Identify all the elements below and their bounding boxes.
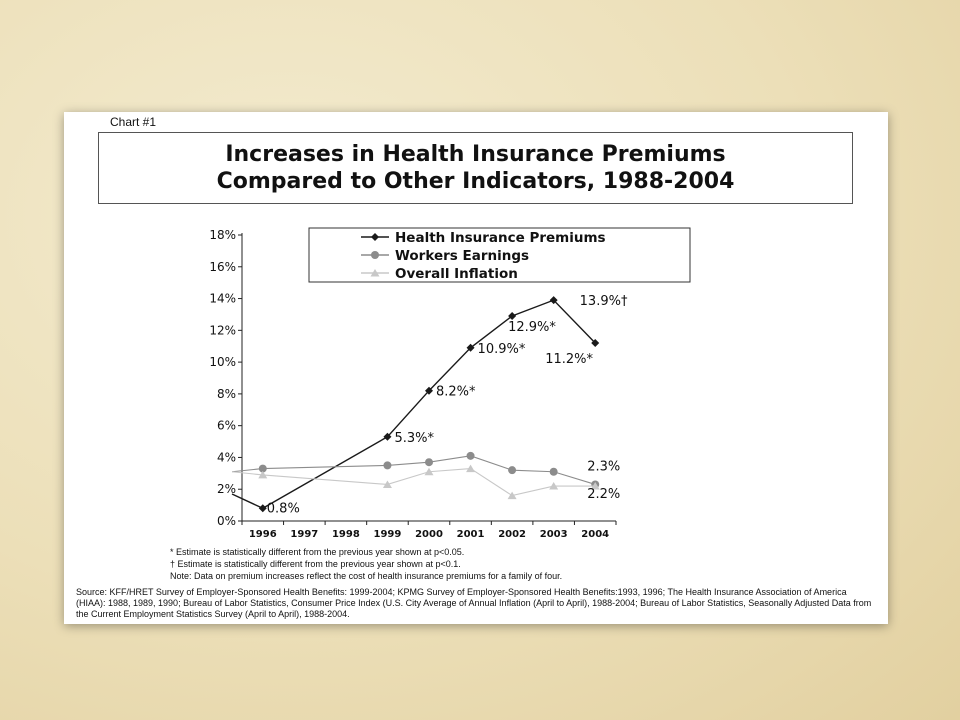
data-label: 12.9%* — [508, 320, 556, 335]
footnote-note: Note: Data on premium increases reflect … — [170, 571, 563, 581]
legend-entry: Health Insurance Premiums — [395, 230, 606, 246]
x-tick-label: 2000 — [415, 529, 443, 540]
data-point-circle — [466, 451, 475, 460]
series-line-triangle — [231, 468, 596, 497]
legend-marker-circle — [371, 251, 379, 259]
data-label: 5.3%* — [394, 431, 434, 446]
data-point-diamond — [466, 343, 475, 352]
x-tick-label: 2002 — [498, 529, 526, 540]
data-point-diamond — [591, 339, 600, 348]
chart-title-line-1: Increases in Health Insurance Premiums — [225, 142, 726, 167]
data-point-triangle — [507, 491, 517, 500]
y-tick-label: 6% — [217, 419, 236, 433]
data-label: 0.8% — [267, 501, 300, 516]
x-tick-label: 1997 — [290, 529, 318, 540]
legend-entry: Overall Inflation — [395, 266, 518, 282]
data-point-diamond — [425, 386, 433, 395]
data-label: 8.2%* — [436, 385, 476, 400]
slide-card: Chart #1 Increases in Health Insurance P… — [64, 112, 888, 624]
legend-marker-triangle — [370, 269, 380, 277]
chart-title-line-2: Compared to Other Indicators, 1988-2004 — [216, 169, 735, 194]
data-point-triangle — [590, 482, 600, 490]
y-tick-label: 16% — [209, 260, 236, 274]
data-point-triangle — [549, 482, 559, 490]
series-line-diamond — [231, 299, 596, 510]
series-line-circle — [231, 455, 596, 485]
y-tick-label: 2% — [217, 482, 236, 496]
x-tick-label: 1998 — [332, 529, 360, 540]
y-tick-label: 8% — [217, 387, 236, 401]
data-label: 2.3% — [587, 459, 620, 474]
line-chart: 0% 2% 4% 6% 8% 10% 12% 14% 16% 18% 1996 1997 1998 199… — [209, 227, 691, 540]
data-point-diamond — [549, 296, 558, 305]
chart-number-label: Chart #1 — [110, 115, 157, 129]
x-tick-label: 1996 — [249, 529, 277, 540]
data-label: 13.9%† — [580, 294, 628, 309]
y-tick-label: 0% — [217, 514, 236, 528]
data-point-circle — [258, 464, 267, 473]
data-label: 11.2%* — [545, 352, 593, 367]
source-text: Source: KFF/HRET Survey of Employer-Spon… — [76, 587, 872, 619]
data-point-circle — [425, 458, 433, 467]
data-point-circle — [549, 467, 558, 476]
title-box: Increases in Health Insurance Premiums C… — [98, 132, 853, 204]
x-tick-label: 2004 — [581, 529, 609, 540]
data-point-diamond — [508, 312, 517, 321]
data-label: 2.2% — [587, 487, 620, 502]
data-point-circle — [383, 461, 392, 470]
legend-marker-diamond — [371, 233, 379, 241]
y-tick-label: 12% — [209, 323, 236, 337]
data-point-triangle — [466, 464, 476, 473]
legend-entry: Workers Earnings — [395, 248, 529, 264]
data-point-triangle — [382, 480, 392, 488]
footnote-p005: * Estimate is statistically different fr… — [170, 547, 465, 557]
footnotes: * Estimate is statistically different fr… — [170, 546, 562, 582]
x-tick-label: 2001 — [457, 529, 485, 540]
data-point-circle — [508, 466, 517, 475]
data-point-triangle — [424, 467, 434, 476]
footnote-p01: † Estimate is statistically different fr… — [170, 559, 461, 569]
data-point-diamond — [383, 432, 392, 441]
y-tick-label: 14% — [209, 292, 236, 306]
x-tick-label: 1999 — [374, 529, 402, 540]
y-tick-label: 10% — [209, 355, 236, 369]
data-label: 10.9%* — [478, 342, 526, 357]
y-tick-label: 18% — [209, 228, 236, 242]
data-point-diamond — [258, 504, 267, 513]
x-tick-label: 2003 — [540, 529, 568, 540]
y-tick-label: 4% — [217, 450, 236, 464]
data-point-triangle — [258, 470, 268, 479]
